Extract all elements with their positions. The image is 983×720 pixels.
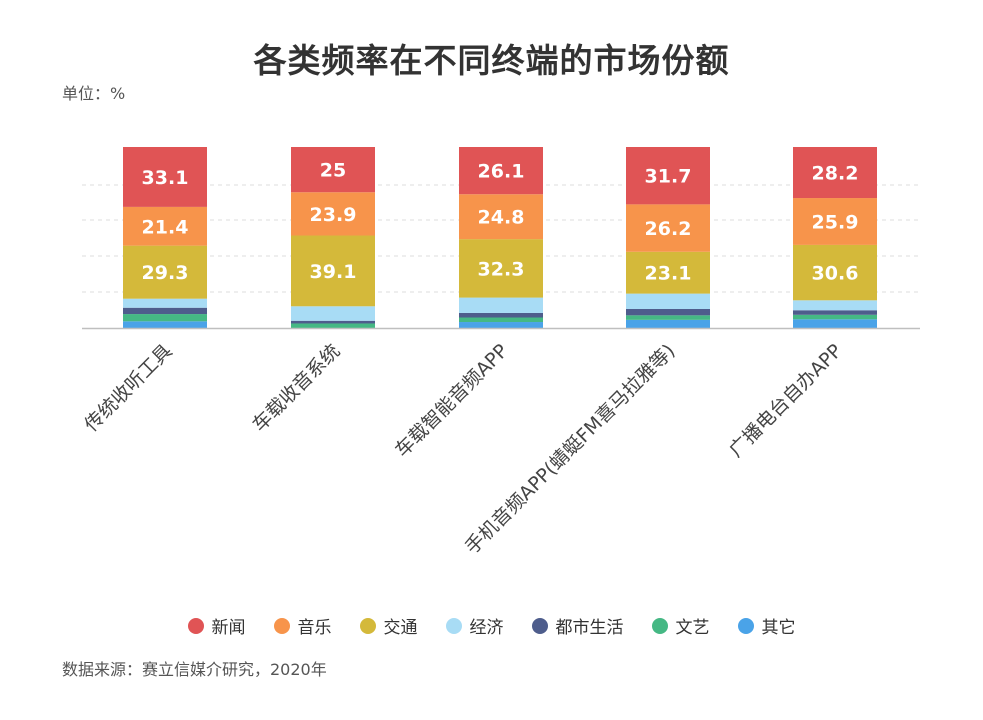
legend-swatch (273, 617, 290, 634)
legend-swatch (651, 617, 668, 634)
data-label: 26.1 (478, 161, 525, 183)
legend-item: 其它 (737, 613, 796, 638)
bar-segment-5-新闻 (793, 147, 877, 199)
bar-segment-4-经济 (626, 293, 710, 309)
bar-segment-3-其它 (459, 322, 543, 328)
source-note: 数据来源：赛立信媒介研究，2020年 (62, 660, 327, 679)
bar-segment-5-交通 (793, 244, 877, 301)
bar-segment-1-其它 (123, 321, 207, 328)
legend-swatch (737, 617, 754, 634)
bar-segment-2-都市生活 (291, 320, 375, 324)
legend: 新闻 音乐 交通 经济 都市生活 文艺 其它 (0, 613, 983, 638)
legend-label: 交通 (383, 618, 418, 638)
data-label: 25.9 (812, 211, 859, 233)
legend-item: 交通 (359, 613, 418, 638)
stacked-bar-chart: 29.3 21.4 33.1 39.1 23.9 25 32.3 24.8 26.1 23.1 26… (80, 147, 920, 559)
legend-item: 都市生活 (531, 613, 624, 638)
data-label: 23.1 (645, 263, 692, 285)
legend-label: 都市生活 (555, 618, 624, 638)
bar-segment-3-都市生活 (459, 312, 543, 318)
legend-label: 经济 (469, 618, 504, 638)
data-label: 30.6 (812, 263, 859, 285)
bar-segment-5-其它 (793, 319, 877, 328)
legend-swatch (359, 617, 376, 634)
bar-segment-2-音乐 (291, 192, 375, 236)
legend-label: 音乐 (297, 618, 332, 638)
bar-segment-1-文艺 (123, 314, 207, 322)
bar-segment-3-经济 (459, 297, 543, 313)
data-label: 33.1 (142, 167, 189, 189)
data-label: 32.3 (478, 258, 525, 280)
bar-segment-4-交通 (626, 251, 710, 294)
bar-segment-4-音乐 (626, 204, 710, 252)
legend-swatch (445, 617, 462, 634)
bar-segment-5-都市生活 (793, 310, 877, 315)
bar-segment-2-交通 (291, 235, 375, 307)
legend-item: 音乐 (273, 613, 332, 638)
data-label: 24.8 (478, 207, 525, 229)
bar-segment-1-新闻 (123, 147, 207, 207)
bar-segment-4-其它 (626, 319, 710, 328)
bar-segment-2-文艺 (291, 323, 375, 328)
legend-swatch (531, 617, 548, 634)
bar-segment-1-音乐 (123, 206, 207, 246)
legend-item: 经济 (445, 613, 504, 638)
bar-segment-3-文艺 (459, 317, 543, 323)
bar-segment-2-经济 (291, 306, 375, 321)
bar-segment-1-经济 (123, 298, 207, 308)
category-label: 车载收音系统 (248, 340, 344, 436)
bar-segment-2-新闻 (291, 147, 375, 193)
data-label: 23.9 (310, 204, 357, 226)
data-label: 31.7 (645, 166, 692, 188)
legend-label: 其它 (761, 618, 796, 638)
data-label: 21.4 (142, 216, 189, 238)
bar-segment-3-音乐 (459, 194, 543, 240)
chart-title: 各类频率在不同终端的市场份额 (253, 41, 730, 80)
unit-label: 单位：% (62, 84, 126, 103)
bar-segment-3-新闻 (459, 147, 543, 195)
legend-label: 新闻 (211, 618, 246, 638)
legend-label: 文艺 (675, 618, 710, 638)
legend-item: 文艺 (651, 613, 710, 638)
category-label: 车载智能音频APP (391, 340, 513, 462)
data-label: 39.1 (310, 261, 357, 283)
legend-item: 新闻 (187, 613, 246, 638)
data-label: 25 (320, 160, 346, 182)
legend-swatch (187, 617, 204, 634)
bar-segment-1-交通 (123, 245, 207, 299)
data-label: 28.2 (812, 163, 859, 185)
bar-segment-4-新闻 (626, 147, 710, 205)
bar-segment-5-音乐 (793, 198, 877, 245)
bar-segment-5-文艺 (793, 314, 877, 320)
category-label: 广播电台自办APP (725, 340, 847, 462)
bar-segment-5-经济 (793, 300, 877, 311)
bar-segment-4-都市生活 (626, 308, 710, 316)
bar-segment-1-都市生活 (123, 307, 207, 315)
data-label: 29.3 (142, 262, 189, 284)
bar-segment-3-交通 (459, 239, 543, 298)
bar-segment-4-文艺 (626, 315, 710, 320)
data-label: 26.2 (645, 218, 692, 240)
category-label: 传统收听工具 (80, 340, 176, 436)
